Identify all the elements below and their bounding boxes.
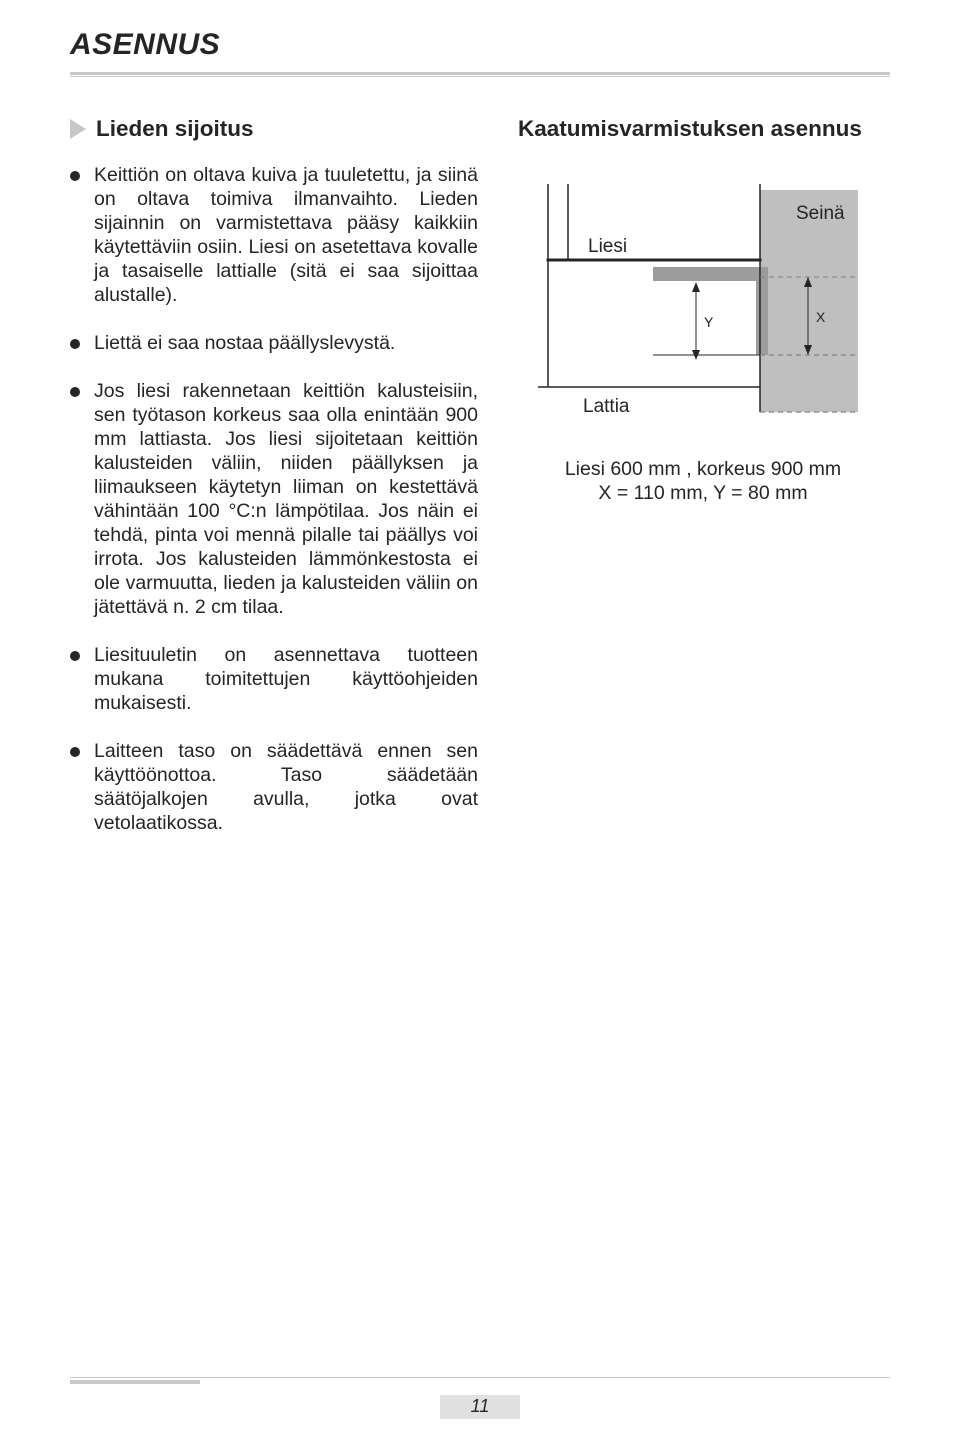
bracket-vert xyxy=(756,267,768,355)
label-floor: Lattia xyxy=(583,396,630,417)
left-column: Lieden sijoitus Keittiön on oltava kuiva… xyxy=(70,116,478,860)
footer-divider xyxy=(70,1377,890,1385)
diagram-container: Y X Liesi Seinä Lattia Liesi 600 mm , ko… xyxy=(518,172,878,506)
triangle-icon xyxy=(70,119,86,139)
subtitle-row: Lieden sijoitus xyxy=(70,116,478,142)
page-footer: 11 xyxy=(70,1377,890,1419)
diagram-caption: Liesi 600 mm , korkeus 900 mm X = 110 mm… xyxy=(528,457,878,506)
page: ASENNUS Lieden sijoitus Keittiön on olta… xyxy=(0,0,960,1443)
bullet-list: Keittiön on oltava kuiva ja tuuletettu, … xyxy=(70,164,478,836)
installation-diagram: Y X Liesi Seinä Lattia xyxy=(528,172,858,442)
title-divider xyxy=(70,72,890,78)
label-wall: Seinä xyxy=(796,203,845,224)
dim-y-label: Y xyxy=(704,314,714,330)
right-column: Kaatumisvarmistuksen asennus xyxy=(518,116,878,860)
bracket-top xyxy=(653,267,768,281)
list-item: Jos liesi rakennetaan keittiön kalusteis… xyxy=(70,380,478,620)
left-subtitle: Lieden sijoitus xyxy=(96,116,254,142)
caption-line-2: X = 110 mm, Y = 80 mm xyxy=(598,482,807,504)
right-title: Kaatumisvarmistuksen asennus xyxy=(518,116,878,142)
label-stove: Liesi xyxy=(588,236,627,257)
list-item: Keittiön on oltava kuiva ja tuuletettu, … xyxy=(70,164,478,308)
list-item: Liettä ei saa nostaa päällyslevystä. xyxy=(70,332,478,356)
list-item: Laitteen taso on säädettävä ennen sen kä… xyxy=(70,740,478,836)
page-title: ASENNUS xyxy=(70,28,890,62)
page-number: 11 xyxy=(440,1395,520,1419)
dim-y-arrow-top xyxy=(692,282,700,292)
dim-x-label: X xyxy=(816,309,826,325)
caption-line-1: Liesi 600 mm , korkeus 900 mm xyxy=(565,458,841,480)
content-columns: Lieden sijoitus Keittiön on oltava kuiva… xyxy=(70,116,890,860)
list-item: Liesituuletin on asennettava tuotteen mu… xyxy=(70,644,478,716)
